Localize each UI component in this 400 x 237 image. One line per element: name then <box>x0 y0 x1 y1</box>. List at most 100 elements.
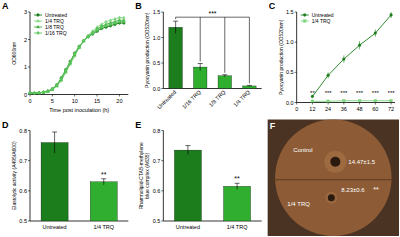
y-tick <box>28 160 30 161</box>
y-tick-label: 1.5 <box>153 9 161 15</box>
y-tick <box>161 37 163 38</box>
x-tick <box>119 95 120 97</box>
error-bar <box>173 21 178 33</box>
bar <box>243 86 257 89</box>
y-tick <box>161 88 163 89</box>
point <box>87 35 90 39</box>
bracket-tick <box>224 17 225 73</box>
legend-label: 1/16 TRQ <box>45 30 67 36</box>
significance: *** <box>388 90 396 96</box>
x-axis <box>30 94 128 95</box>
point <box>46 89 49 93</box>
error-bar <box>198 64 203 71</box>
y-tick <box>161 190 163 191</box>
data-group <box>28 16 125 95</box>
series-line <box>30 18 124 94</box>
x-tick-label: 48 <box>357 106 363 112</box>
y-axis-label: blue complex (A635) <box>144 152 150 198</box>
y-tick <box>28 190 30 191</box>
x-tick <box>74 95 75 97</box>
y-axis <box>30 131 31 222</box>
x-tick-label: 20 <box>116 98 122 104</box>
panel: E0.50.60.70.8Rhamnolipid-CTAB-methyleneb… <box>135 120 261 231</box>
panel: A0123OD600nm05101520Time post inoculatio… <box>2 1 128 113</box>
legend-marker <box>303 20 306 23</box>
clear-zone <box>324 151 346 173</box>
y-tick <box>28 39 30 40</box>
point <box>100 26 103 30</box>
point <box>64 68 67 72</box>
bracket-tick <box>249 17 250 83</box>
point <box>42 91 45 94</box>
point <box>327 100 330 103</box>
legend-line <box>301 15 309 16</box>
clear-zone <box>325 192 337 204</box>
point <box>122 20 125 24</box>
bar <box>90 182 117 221</box>
series-line <box>30 20 124 93</box>
error-line <box>224 75 225 77</box>
x-tick-label: 1/8 TRQ <box>208 88 227 107</box>
panel-label: A <box>2 1 9 11</box>
point <box>42 91 45 94</box>
panel: D0.50.60.70.8Elastolytic activity (A495/… <box>2 120 128 231</box>
error-bar <box>312 95 313 97</box>
point <box>42 90 45 94</box>
x-tick-label: Untreated <box>156 89 177 110</box>
y-tick-label: 1.0 <box>286 39 294 45</box>
y-tick-label: 0.8 <box>19 128 27 134</box>
background <box>0 0 400 237</box>
y-axis-label: Pyocyanin production (OD520nm) <box>278 19 284 95</box>
agar-plate <box>275 120 392 237</box>
legend-marker <box>303 14 306 17</box>
x-tick-label: Untreated <box>43 224 67 230</box>
error-line <box>54 132 55 153</box>
point <box>104 20 107 23</box>
y-tick-label: 0.5 <box>19 218 27 224</box>
series-line <box>312 15 391 96</box>
y-tick-label: 0.7 <box>19 158 27 164</box>
bar <box>224 186 251 221</box>
series-line <box>30 22 124 94</box>
panel-label: F <box>270 121 276 131</box>
well <box>330 157 340 167</box>
point <box>118 20 121 24</box>
y-tick <box>28 221 30 222</box>
error-line <box>187 146 188 155</box>
x-tick <box>30 95 31 97</box>
point <box>29 91 32 94</box>
plate-panel: FControl14.47±1.51/4 TRQ8.23±0.6** <box>268 120 399 237</box>
x-tick <box>328 103 329 105</box>
y-tick-label: 0.5 <box>286 69 294 75</box>
x-tick-label: 1/4 TRQ <box>227 224 248 230</box>
point <box>33 91 36 94</box>
data-group <box>41 132 117 221</box>
x-tick <box>391 103 392 105</box>
y-tick <box>295 42 297 43</box>
legend-label: 1/4 TRQ <box>312 18 331 24</box>
point <box>28 91 31 94</box>
y-axis-label: OD600nm <box>11 42 17 65</box>
panel: C0.00.51.01.5Pyocyanin production (OD520… <box>269 1 396 112</box>
x-tick <box>296 103 297 105</box>
legend-marker <box>37 31 40 35</box>
point <box>114 21 117 25</box>
point <box>51 87 54 91</box>
significance: *** <box>208 10 216 17</box>
significance: *** <box>325 90 333 96</box>
bar <box>41 143 68 221</box>
error-bar <box>101 179 106 185</box>
y-tick <box>28 12 30 13</box>
y-axis <box>163 131 164 222</box>
point <box>390 14 393 17</box>
panel-label: D <box>2 120 9 130</box>
bar <box>169 27 183 88</box>
error-bar <box>222 75 227 77</box>
point <box>33 92 36 95</box>
plate-label: Control <box>293 147 312 153</box>
x-tick <box>359 103 360 105</box>
series-line <box>30 23 124 93</box>
point <box>42 91 45 94</box>
y-tick-label: 0.5 <box>153 60 161 66</box>
y-tick-label: 3 <box>24 9 27 15</box>
